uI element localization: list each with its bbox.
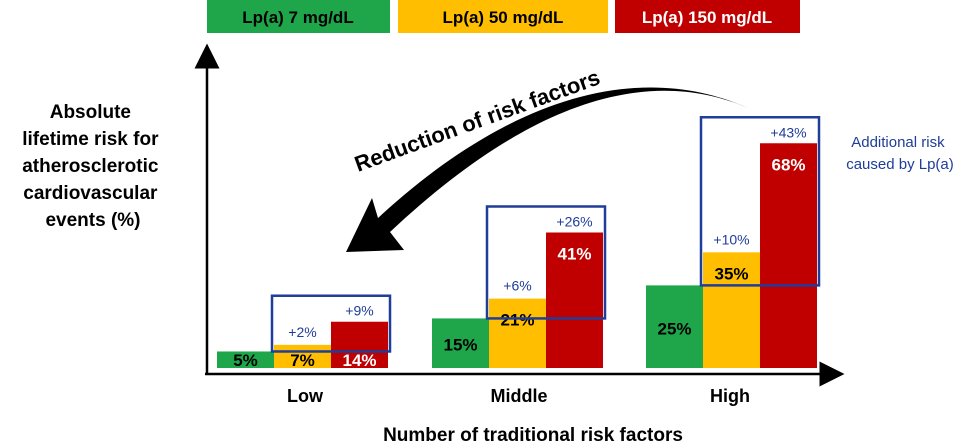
x-tick-middle: Middle: [491, 386, 548, 406]
x-tick-low: Low: [287, 386, 324, 406]
value-label-high-0: 25%: [657, 319, 691, 338]
legend-swatch-150: [615, 0, 800, 33]
bar-middle-1: [489, 298, 546, 368]
additional-risk-box-middle: [485, 205, 607, 320]
additional-risk-high-middle: +26%: [556, 213, 592, 229]
legend-swatch-7: [207, 0, 390, 33]
legend: Lp(a) 7 mg/dL Lp(a) 50 mg/dL Lp(a) 150 m…: [207, 0, 800, 33]
additional-risk-high-high: +43%: [770, 124, 806, 140]
bars: 5% 7% 14% +2% +9% 15% 21% 41% +6% +26% 25% 35% 68% +1…: [217, 116, 821, 370]
bar-low-2: [331, 321, 388, 368]
value-label-high-1: 35%: [714, 264, 748, 283]
y-axis-title-line: Absolute: [50, 102, 131, 123]
box-legend-line: caused by Lp(a): [846, 156, 954, 173]
bar-low-0: [217, 351, 274, 368]
additional-risk-box-low: [270, 294, 392, 353]
value-label-low-2: 14%: [342, 351, 376, 370]
additional-risk-mid-high: +10%: [713, 231, 749, 247]
y-axis-title-line: cardiovascular: [23, 183, 158, 204]
y-axis-title: Absolute lifetime risk for atherosclerot…: [22, 102, 164, 231]
value-label-middle-0: 15%: [443, 335, 477, 354]
value-label-middle-1: 21%: [500, 311, 534, 330]
bar-high-1: [703, 252, 760, 368]
value-label-middle-2: 41%: [557, 244, 591, 263]
legend-label-7: Lp(a) 7 mg/dL: [242, 8, 353, 27]
y-axis-title-line: events (%): [45, 210, 140, 231]
value-label-low-0: 5%: [233, 351, 258, 370]
value-label-low-1: 7%: [290, 351, 315, 370]
x-tick-high: High: [710, 386, 750, 406]
box-legend-line: Additional risk: [851, 134, 945, 151]
additional-risk-mid-low: +2%: [288, 324, 316, 340]
box-legend: Additional risk caused by Lp(a): [846, 134, 954, 173]
legend-label-50: Lp(a) 50 mg/dL: [443, 8, 564, 27]
y-axis-title-line: atherosclerotic: [22, 156, 159, 177]
x-axis-title: Number of traditional risk factors: [383, 425, 683, 443]
legend-label-150: Lp(a) 150 mg/dL: [642, 8, 772, 27]
bar-high-2: [760, 143, 817, 368]
additional-risk-mid-middle: +6%: [503, 278, 531, 294]
bar-middle-0: [432, 318, 489, 368]
y-axis-title-line: lifetime risk for: [22, 129, 159, 150]
additional-risk-high-low: +9%: [345, 303, 373, 319]
reduction-arrow-shape: [346, 87, 748, 252]
bar-middle-2: [546, 232, 603, 368]
legend-swatch-50: [398, 0, 608, 33]
additional-risk-box-high: [699, 116, 821, 287]
bar-high-0: [646, 285, 703, 368]
value-label-high-2: 68%: [771, 155, 805, 174]
reduction-arrow: Reduction of risk factors: [346, 65, 748, 252]
